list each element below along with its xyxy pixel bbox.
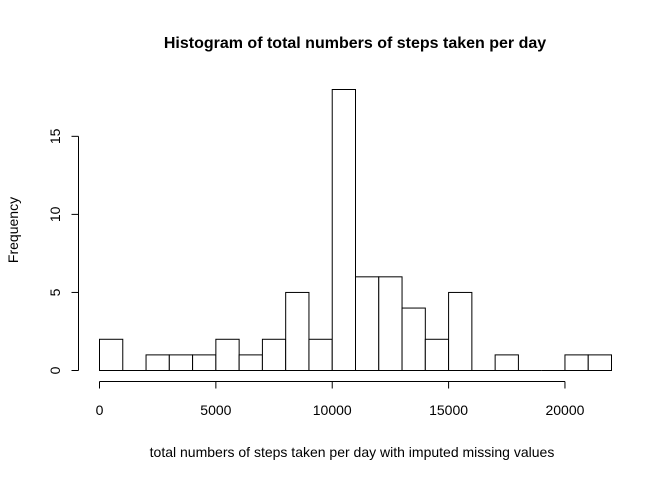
bar-14000-15000: [424, 338, 450, 371]
bar-13000-14000: [401, 307, 426, 371]
y-axis: 0 5 10 15: [47, 128, 79, 374]
y-axis-label: Frequency: [5, 197, 21, 263]
bar-3000-4000: [168, 354, 194, 371]
bar-6000-7000: [238, 354, 263, 371]
y-tick-label: 15: [47, 128, 63, 144]
x-tick-label: 10000: [313, 402, 352, 418]
bar-15000-16000: [448, 291, 473, 372]
bar-20000-21000: [564, 354, 589, 371]
bar-0-1000: [99, 338, 124, 371]
bar-12000-13000: [378, 276, 403, 372]
bar-2000-3000: [145, 354, 170, 371]
bar-11000-12000: [355, 276, 380, 372]
x-axis: 0 5000 10000 15000 20000: [96, 381, 585, 418]
bar-10000-11000: [331, 89, 356, 371]
bar-21000-22000: [587, 354, 613, 371]
x-tick-label: 5000: [200, 402, 231, 418]
bar-17000-18000: [494, 354, 519, 371]
bar-7000-8000: [261, 338, 287, 371]
x-tick-label: 20000: [545, 402, 584, 418]
chart-title: Histogram of total numbers of steps take…: [164, 35, 546, 52]
bar-5000-6000: [215, 338, 240, 371]
x-tick-label: 15000: [429, 402, 468, 418]
bar-8000-9000: [285, 291, 310, 372]
x-axis-label: total numbers of steps taken per day wit…: [150, 444, 555, 460]
bar-4000-5000: [192, 354, 217, 371]
y-tick-label: 10: [47, 206, 63, 222]
bar-9000-10000: [308, 338, 333, 371]
bars-group: [99, 89, 613, 372]
y-tick-label: 5: [47, 288, 63, 296]
x-tick-label: 0: [96, 402, 104, 418]
y-tick-label: 0: [47, 366, 63, 374]
